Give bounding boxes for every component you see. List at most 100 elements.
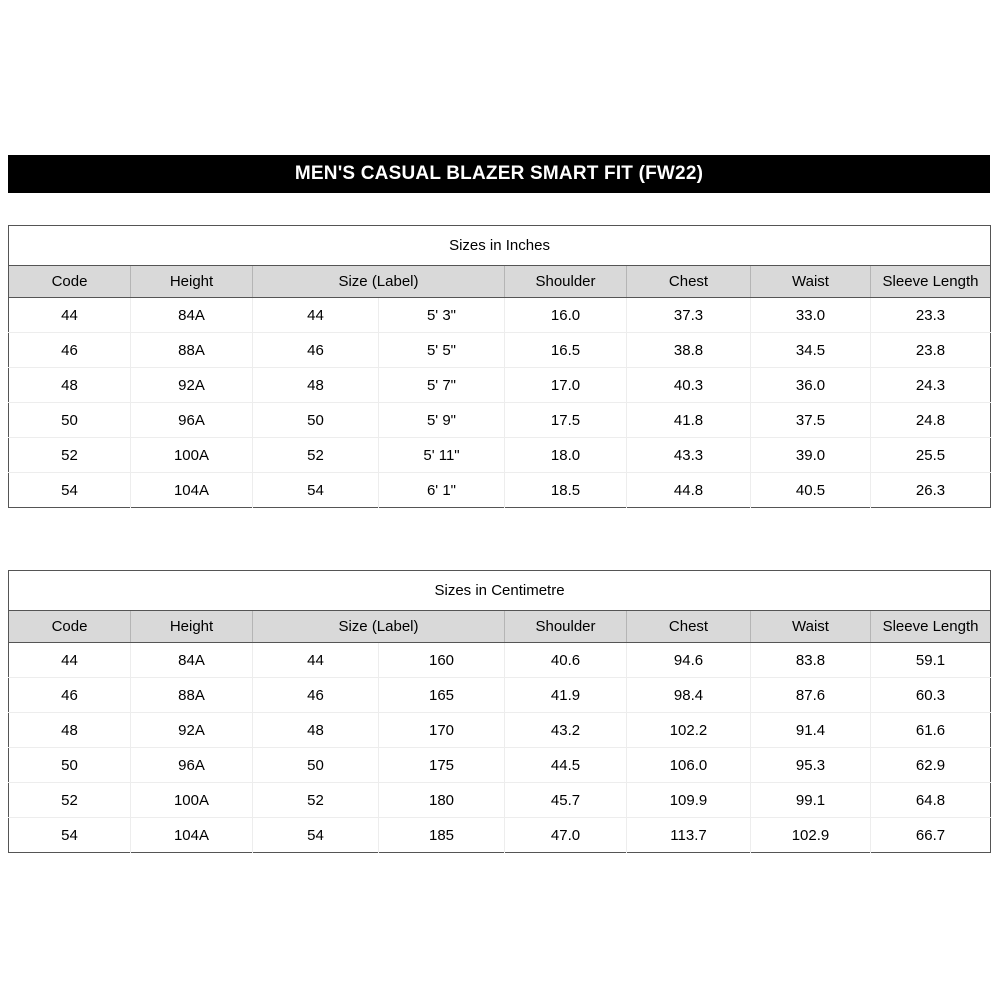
- cell-height: 92A: [130, 712, 253, 748]
- cell-sleeve-length: 59.1: [870, 642, 991, 678]
- cell-waist: 37.5: [750, 402, 871, 438]
- column-header-code: Code: [8, 610, 131, 643]
- table-row: 50 96A 50 5' 9" 17.5 41.8 37.5 24.8: [8, 402, 991, 438]
- cell-size-label: 5' 3": [378, 297, 505, 333]
- size-table-centimetre-body: 44 84A 44 160 40.6 94.6 83.8 59.1 46 88A…: [8, 642, 991, 853]
- cell-waist: 91.4: [750, 712, 871, 748]
- cell-height: 96A: [130, 747, 253, 783]
- cell-height: 104A: [130, 817, 253, 853]
- cell-code: 52: [8, 782, 131, 818]
- cell-size-code: 50: [252, 747, 379, 783]
- cell-sleeve-length: 60.3: [870, 677, 991, 713]
- unit-caption: Sizes in Centimetre: [8, 570, 991, 611]
- cell-code: 44: [8, 297, 131, 333]
- cell-size-code: 52: [252, 437, 379, 473]
- cell-size-code: 50: [252, 402, 379, 438]
- cell-shoulder: 43.2: [504, 712, 627, 748]
- column-header-sleeve-length: Sleeve Length: [870, 265, 991, 298]
- product-title-banner: MEN'S CASUAL BLAZER SMART FIT (FW22): [8, 155, 990, 193]
- cell-shoulder: 18.5: [504, 472, 627, 508]
- table-row: 44 84A 44 5' 3" 16.0 37.3 33.0 23.3: [8, 297, 991, 333]
- cell-chest: 37.3: [626, 297, 751, 333]
- cell-shoulder: 18.0: [504, 437, 627, 473]
- cell-sleeve-length: 24.8: [870, 402, 991, 438]
- column-header-code: Code: [8, 265, 131, 298]
- table-row: 50 96A 50 175 44.5 106.0 95.3 62.9: [8, 747, 991, 783]
- cell-code: 48: [8, 367, 131, 403]
- cell-size-code: 46: [252, 332, 379, 368]
- cell-size-label: 170: [378, 712, 505, 748]
- table-row: 48 92A 48 5' 7" 17.0 40.3 36.0 24.3: [8, 367, 991, 403]
- cell-height: 92A: [130, 367, 253, 403]
- cell-size-label: 180: [378, 782, 505, 818]
- column-header-sleeve-length: Sleeve Length: [870, 610, 991, 643]
- cell-shoulder: 17.5: [504, 402, 627, 438]
- cell-chest: 44.8: [626, 472, 751, 508]
- cell-waist: 87.6: [750, 677, 871, 713]
- cell-height: 84A: [130, 297, 253, 333]
- column-header-shoulder: Shoulder: [504, 610, 627, 643]
- column-header-shoulder: Shoulder: [504, 265, 627, 298]
- cell-size-label: 185: [378, 817, 505, 853]
- cell-size-code: 48: [252, 712, 379, 748]
- cell-sleeve-length: 62.9: [870, 747, 991, 783]
- cell-size-label: 165: [378, 677, 505, 713]
- cell-waist: 99.1: [750, 782, 871, 818]
- cell-height: 100A: [130, 782, 253, 818]
- cell-chest: 40.3: [626, 367, 751, 403]
- table-row: 46 88A 46 165 41.9 98.4 87.6 60.3: [8, 677, 991, 713]
- cell-chest: 113.7: [626, 817, 751, 853]
- cell-code: 50: [8, 402, 131, 438]
- cell-shoulder: 40.6: [504, 642, 627, 678]
- cell-chest: 102.2: [626, 712, 751, 748]
- column-header-size-label: Size (Label): [252, 265, 505, 298]
- cell-size-label: 5' 7": [378, 367, 505, 403]
- cell-sleeve-length: 25.5: [870, 437, 991, 473]
- cell-size-code: 44: [252, 642, 379, 678]
- cell-size-label: 5' 11": [378, 437, 505, 473]
- cell-sleeve-length: 23.8: [870, 332, 991, 368]
- size-table-inches-body: 44 84A 44 5' 3" 16.0 37.3 33.0 23.3 46 8…: [8, 297, 991, 508]
- cell-waist: 34.5: [750, 332, 871, 368]
- column-header-row: Code Height Size (Label) Shoulder Chest …: [8, 265, 991, 298]
- cell-sleeve-length: 26.3: [870, 472, 991, 508]
- cell-size-code: 46: [252, 677, 379, 713]
- table-row: 46 88A 46 5' 5" 16.5 38.8 34.5 23.8: [8, 332, 991, 368]
- cell-size-code: 52: [252, 782, 379, 818]
- cell-shoulder: 44.5: [504, 747, 627, 783]
- cell-waist: 102.9: [750, 817, 871, 853]
- cell-waist: 33.0: [750, 297, 871, 333]
- cell-chest: 106.0: [626, 747, 751, 783]
- column-header-chest: Chest: [626, 610, 751, 643]
- cell-chest: 41.8: [626, 402, 751, 438]
- cell-sleeve-length: 64.8: [870, 782, 991, 818]
- cell-size-label: 5' 5": [378, 332, 505, 368]
- cell-shoulder: 41.9: [504, 677, 627, 713]
- cell-height: 88A: [130, 677, 253, 713]
- unit-caption: Sizes in Inches: [8, 225, 991, 266]
- cell-shoulder: 45.7: [504, 782, 627, 818]
- cell-code: 46: [8, 677, 131, 713]
- cell-size-label: 6' 1": [378, 472, 505, 508]
- table-row: 52 100A 52 180 45.7 109.9 99.1 64.8: [8, 782, 991, 818]
- page-title: MEN'S CASUAL BLAZER SMART FIT (FW22): [294, 163, 704, 184]
- cell-code: 54: [8, 472, 131, 508]
- cell-chest: 43.3: [626, 437, 751, 473]
- column-header-height: Height: [130, 265, 253, 298]
- cell-shoulder: 47.0: [504, 817, 627, 853]
- cell-shoulder: 16.5: [504, 332, 627, 368]
- cell-sleeve-length: 61.6: [870, 712, 991, 748]
- cell-size-label: 5' 9": [378, 402, 505, 438]
- cell-code: 54: [8, 817, 131, 853]
- cell-sleeve-length: 24.3: [870, 367, 991, 403]
- column-header-row: Code Height Size (Label) Shoulder Chest …: [8, 610, 991, 643]
- cell-height: 84A: [130, 642, 253, 678]
- cell-waist: 36.0: [750, 367, 871, 403]
- cell-chest: 109.9: [626, 782, 751, 818]
- cell-code: 48: [8, 712, 131, 748]
- cell-code: 44: [8, 642, 131, 678]
- cell-size-code: 44: [252, 297, 379, 333]
- size-table-inches: Sizes in Inches Code Height Size (Label)…: [8, 225, 992, 508]
- cell-size-label: 160: [378, 642, 505, 678]
- cell-height: 100A: [130, 437, 253, 473]
